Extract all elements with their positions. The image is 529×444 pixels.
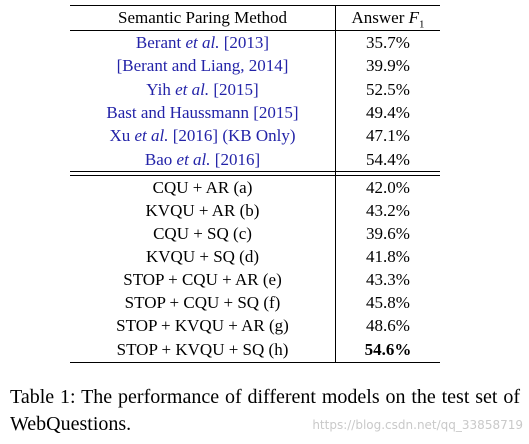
method-part: Bao [144,149,173,169]
rule [70,175,440,176]
method-part: [2016] [214,149,261,169]
method-part: et al. [134,126,169,146]
method-part: KVQU + AR (b) [145,200,260,220]
method-part: [Berant and Liang, 2014] [116,56,289,76]
answer-cell: 52.5% [366,79,410,99]
answer-cell: 43.2% [366,200,410,220]
answer-cell: 43.3% [366,270,410,290]
top-rule [70,5,440,6]
header-answer-symbol: F [408,8,420,27]
method-cell: STOP + CQU + AR (e) [70,268,335,291]
answer-cell: 54.6% [364,339,412,359]
answer-cell: 49.4% [366,102,410,122]
answer-cell: 39.9% [366,56,410,76]
method-cell: STOP + CQU + SQ (f) [70,291,335,314]
header-rule [70,30,440,31]
rule [70,171,440,172]
column-rule [335,5,336,362]
answer-cell: 47.1% [366,126,410,146]
method-cell: Xu et al. [2016] (KB Only) [70,124,335,147]
answer-cell: 41.8% [366,247,410,267]
method-cell: CQU + AR (a) [70,176,335,199]
method-cell: KVQU + AR (b) [70,199,335,222]
method-cell: KVQU + SQ (d) [70,245,335,268]
method-cell: Berant et al. [2013] [70,31,335,54]
method-part: STOP + CQU + SQ (f) [124,293,281,313]
method-part: KVQU + SQ (d) [146,247,259,267]
answer-cell: 54.4% [366,149,410,169]
method-cell: CQU + SQ (c) [70,222,335,245]
method-part: et al. [175,79,210,99]
watermark: https://blog.csdn.net/qq_33858719 [312,418,523,432]
caption-label: Table 1: [10,386,76,408]
method-part: STOP + KVQU + AR (g) [116,316,289,336]
method-part: et al. [185,33,220,52]
method-part: STOP + CQU + AR (e) [123,270,282,290]
method-part: STOP + KVQU + SQ (h) [116,339,289,359]
answer-cell: 39.6% [366,224,410,243]
header-method: Semantic Paring Method [117,8,288,27]
caption-text: The performance of different models on t… [10,386,521,435]
method-cell: [Berant and Liang, 2014] [70,54,335,77]
answer-cell: 48.6% [366,316,410,336]
method-cell: STOP + KVQU + SQ (h) [70,338,335,361]
answer-cell: 35.7% [366,33,410,52]
method-part: Yih [146,79,171,99]
answer-cell: 42.0% [366,177,410,197]
method-part: Berant [135,33,182,52]
method-part: Bast and Haussmann [2015] [106,102,299,122]
header-answer: Answer F1 [336,6,440,36]
header-answer-word: Answer [351,8,405,27]
method-part: [2015] [213,79,259,99]
method-part: [2013] [223,33,270,52]
method-part: [2016] (KB Only) [172,126,296,146]
method-part: Xu [109,126,131,146]
rule [70,362,440,363]
method-cell: Bast and Haussmann [2015] [70,101,335,124]
method-part: CQU + AR (a) [152,177,253,197]
method-cell: Yih et al. [2015] [70,78,335,101]
method-part: et al. [176,149,211,169]
answer-cell: 45.8% [366,293,410,313]
caption: Table 1: The performance of different mo… [10,384,520,438]
method-cell: STOP + KVQU + AR (g) [70,314,335,337]
header-answer-subscript: 1 [419,18,425,31]
method-part: CQU + SQ (c) [153,224,252,243]
method-cell: Bao et al. [2016] [70,148,335,171]
